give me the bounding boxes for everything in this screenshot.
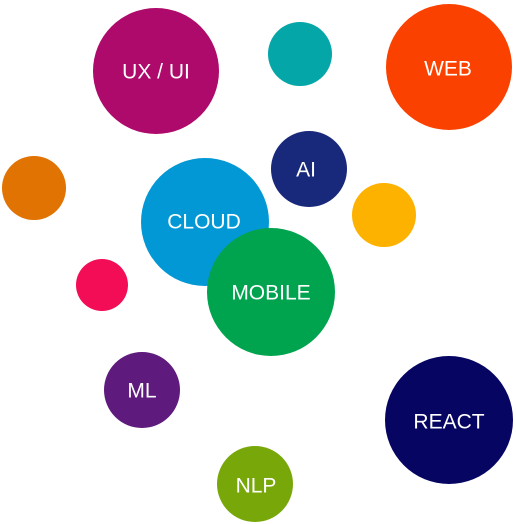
bubble-ml-circle [104,352,180,428]
bubble-ai-label: AI [296,159,316,182]
bubble-react-circle [385,356,513,484]
bubble-mobile-label: MOBILE [231,282,310,305]
bubble-react-label: REACT [413,411,484,434]
bubble-react: REACT [385,356,513,484]
bubble-ux-ui-label: UX / UI [122,61,190,84]
bubble-yellow [352,183,416,247]
bubble-nlp-circle [217,446,293,522]
bubble-pink-circle [76,259,128,311]
bubble-ux-ui: UX / UI [93,8,219,134]
bubble-ai-circle [271,131,347,207]
bubble-pink [76,259,128,311]
bubble-ai: AI [271,131,347,207]
bubble-orange-circle [2,156,66,220]
bubble-teal-circle [268,22,332,86]
bubble-ux-ui-circle [93,8,219,134]
bubble-web-circle [386,4,512,130]
bubble-mobile-circle [207,228,335,356]
bubble-cloud-label: CLOUD [167,211,241,234]
bubble-ml-label: ML [127,380,156,403]
bubble-orange [2,156,66,220]
bubble-web: WEB [386,4,512,130]
bubble-mobile: MOBILE [207,228,335,356]
bubble-teal [268,22,332,86]
bubble-ml: ML [104,352,180,428]
bubble-web-label: WEB [424,58,472,81]
bubble-nlp: NLP [217,446,293,522]
bubble-nlp-label: NLP [236,475,277,498]
bubble-yellow-circle [352,183,416,247]
